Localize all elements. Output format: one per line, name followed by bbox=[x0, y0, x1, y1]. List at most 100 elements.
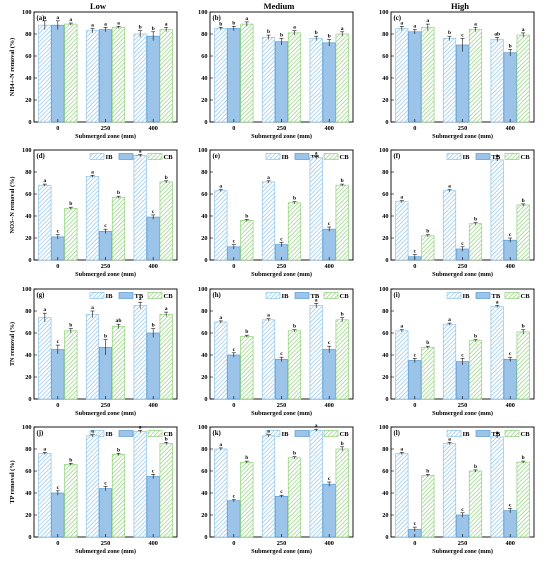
x-tick-label: 400 bbox=[324, 125, 333, 132]
bar-cb-400 bbox=[159, 443, 173, 538]
x-tick-label: 400 bbox=[324, 540, 333, 547]
y-tick-label: 20 bbox=[25, 512, 31, 519]
significance-letter: c bbox=[280, 489, 283, 495]
significance-letter: c bbox=[461, 241, 464, 247]
x-tick-label: 250 bbox=[101, 540, 110, 547]
significance-letter: a bbox=[267, 175, 270, 181]
significance-letter: a bbox=[315, 423, 318, 429]
x-tick-label: 250 bbox=[101, 263, 110, 270]
panel-label: (b) bbox=[213, 15, 221, 22]
y-tick-label: 20 bbox=[382, 235, 388, 242]
bar-cb-0 bbox=[240, 23, 254, 123]
legend-label-cb: CB bbox=[340, 293, 350, 300]
significance-letter: c bbox=[233, 494, 236, 500]
x-tick-label: 0 bbox=[413, 125, 416, 132]
x-tick-label: 400 bbox=[505, 263, 514, 270]
panel-label: (j) bbox=[37, 430, 44, 437]
significance-letter: c bbox=[461, 507, 464, 513]
bar-tb-400 bbox=[146, 332, 160, 400]
bar-cb-250 bbox=[111, 196, 126, 261]
x-tick-label: 0 bbox=[232, 125, 235, 132]
y-tick-label: 40 bbox=[25, 213, 31, 220]
bar-cb-250 bbox=[287, 202, 302, 261]
significance-letter: b bbox=[293, 324, 296, 330]
significance-letter: b bbox=[245, 329, 248, 335]
bar-tb-0 bbox=[408, 31, 422, 123]
y-tick-label: 60 bbox=[201, 53, 207, 60]
legend-swatch-tb bbox=[475, 153, 491, 160]
x-axis-label: Submerged zone (mm) bbox=[75, 133, 136, 140]
significance-letter: c bbox=[104, 223, 107, 229]
bar-ib-400 bbox=[309, 429, 323, 538]
bar-tb-400 bbox=[503, 359, 517, 400]
significance-letter: c bbox=[509, 502, 512, 508]
bar-cb-0 bbox=[421, 346, 435, 400]
y-tick-label: 80 bbox=[382, 446, 388, 453]
y-tick-label: 0 bbox=[385, 119, 388, 126]
y-tick-label: 20 bbox=[201, 97, 207, 104]
significance-letter: c bbox=[414, 352, 417, 358]
significance-letter: a bbox=[400, 195, 403, 201]
y-tick-label: 40 bbox=[201, 352, 207, 359]
bar-ib-400 bbox=[133, 431, 147, 538]
significance-letter: b bbox=[328, 34, 331, 40]
bar-cb-250 bbox=[287, 32, 302, 123]
bar-cb-400 bbox=[335, 319, 349, 400]
legend-swatch-tb bbox=[294, 430, 310, 437]
significance-letter: b bbox=[280, 32, 283, 38]
bar-tb-0 bbox=[51, 236, 65, 261]
significance-letter: b bbox=[293, 196, 296, 202]
legend-label-cb: CB bbox=[521, 154, 531, 161]
y-tick-label: 80 bbox=[201, 308, 207, 315]
bar-ib-400 bbox=[490, 39, 504, 123]
x-tick-label: 0 bbox=[413, 402, 416, 409]
significance-letter: a bbox=[139, 148, 142, 154]
x-axis-label: Submerged zone (mm) bbox=[432, 410, 493, 417]
significance-letter: a bbox=[139, 424, 142, 430]
y-tick-label: 40 bbox=[201, 213, 207, 220]
x-tick-label: 400 bbox=[148, 263, 157, 270]
significance-letter: b bbox=[117, 190, 120, 196]
bar-cb-250 bbox=[111, 454, 126, 538]
x-axis-label: Submerged zone (mm) bbox=[251, 133, 312, 140]
significance-letter: b bbox=[426, 468, 429, 474]
bar-ib-0 bbox=[395, 201, 409, 261]
bar-tb-0 bbox=[51, 349, 65, 400]
bar-cb-250 bbox=[111, 326, 126, 400]
y-tick-label: 60 bbox=[201, 330, 207, 337]
bar-tb-0 bbox=[408, 360, 422, 400]
significance-letter: b bbox=[69, 457, 72, 463]
bar-ib-0 bbox=[38, 317, 52, 400]
x-tick-label: 400 bbox=[505, 540, 514, 547]
significance-letter: b bbox=[219, 21, 222, 27]
bar-cb-400 bbox=[335, 33, 349, 123]
significance-letter: c bbox=[414, 521, 417, 527]
x-axis-label: Submerged zone (mm) bbox=[75, 271, 136, 278]
significance-letter: a bbox=[219, 315, 222, 321]
legend-label-ib: IB bbox=[282, 431, 290, 438]
significance-letter: b bbox=[245, 213, 248, 219]
legend-label-ib: IB bbox=[106, 293, 114, 300]
y-tick-label: 80 bbox=[25, 446, 31, 453]
significance-letter: a bbox=[315, 151, 318, 157]
legend-label-tb: TB bbox=[492, 154, 501, 161]
x-tick-label: 0 bbox=[232, 402, 235, 409]
y-tick-label: 20 bbox=[25, 235, 31, 242]
significance-letter: b bbox=[474, 217, 477, 223]
significance-letter: b bbox=[474, 334, 477, 340]
significance-letter: b bbox=[448, 30, 451, 36]
legend-swatch-ib bbox=[89, 153, 105, 160]
x-tick-label: 400 bbox=[324, 402, 333, 409]
y-tick-label: 40 bbox=[382, 213, 388, 220]
x-axis-label: Submerged zone (mm) bbox=[75, 548, 136, 555]
significance-letter: b bbox=[341, 178, 344, 184]
bar-ib-250 bbox=[85, 313, 100, 400]
significance-letter: b bbox=[522, 455, 525, 461]
y-tick-label: 80 bbox=[201, 31, 207, 38]
bar-ib-0 bbox=[214, 28, 228, 123]
bar-ib-250 bbox=[85, 30, 100, 123]
bar-ib-400 bbox=[490, 159, 504, 261]
legend-swatch-ib bbox=[265, 292, 281, 299]
